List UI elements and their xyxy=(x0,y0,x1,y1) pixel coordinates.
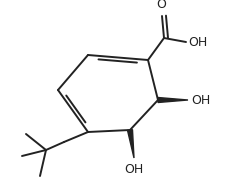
Polygon shape xyxy=(157,98,187,103)
Text: OH: OH xyxy=(190,93,209,106)
Text: OH: OH xyxy=(187,35,206,48)
Text: OH: OH xyxy=(124,163,143,176)
Text: O: O xyxy=(155,0,165,11)
Polygon shape xyxy=(127,130,134,158)
